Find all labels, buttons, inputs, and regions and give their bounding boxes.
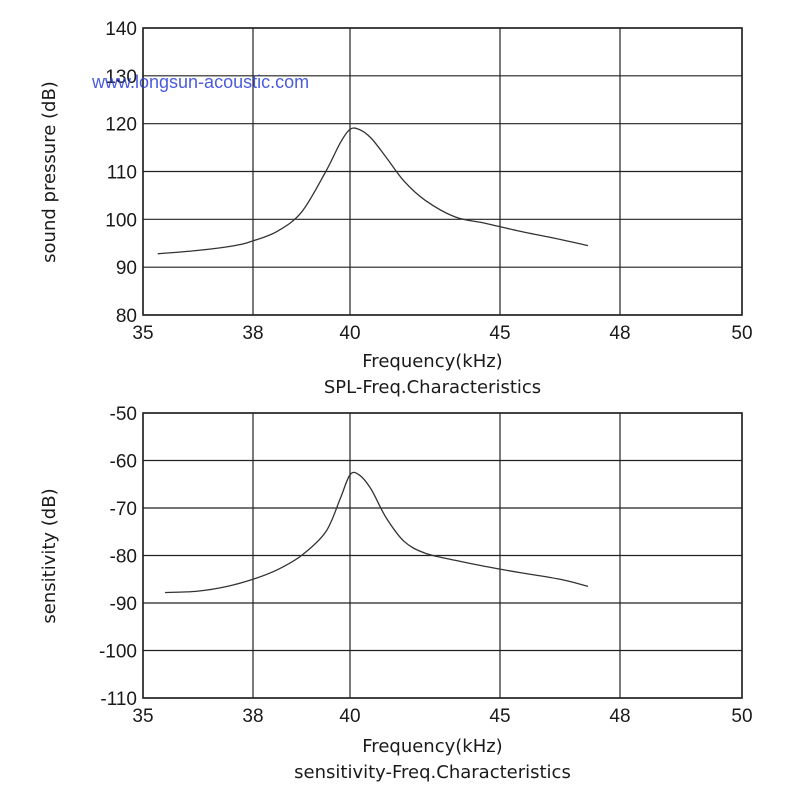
x-tick-label: 50 <box>731 706 752 727</box>
plot-frame <box>142 412 743 699</box>
x-tick-label: 45 <box>489 323 510 344</box>
x-tick-label: 38 <box>242 323 263 344</box>
y-tick-label: 80 <box>116 306 137 327</box>
y-tick-label: -70 <box>110 499 137 520</box>
series-line <box>164 471 589 594</box>
y-tick-label: 120 <box>105 115 137 136</box>
x-tick-label: 35 <box>132 323 153 344</box>
y-tick-label: 130 <box>105 67 137 88</box>
x-tick-label: 35 <box>132 706 153 727</box>
y-tick-label: 90 <box>116 258 137 279</box>
series-line <box>157 127 589 255</box>
y-tick-label: 110 <box>107 163 137 184</box>
x-tick-label: 48 <box>609 323 630 344</box>
plot-frame <box>142 27 743 316</box>
y-tick-label: -110 <box>100 689 137 710</box>
y-tick-label: 140 <box>105 19 137 40</box>
y-tick-label: -100 <box>99 642 137 663</box>
x-tick-label: 45 <box>489 706 510 727</box>
y-tick-label: -90 <box>110 594 137 615</box>
x-tick-label: 38 <box>242 706 263 727</box>
chart-caption: SPL-Freq.Characteristics <box>324 377 541 398</box>
x-axis-label: Frequency(kHz) <box>362 736 502 757</box>
y-axis-label: sensitivity (dB) <box>39 488 60 623</box>
y-tick-label: 100 <box>105 210 137 231</box>
chart-caption: sensitivity-Freq.Characteristics <box>294 762 571 783</box>
y-axis-label: sound pressure (dB) <box>39 81 60 263</box>
watermark-text: www.longsun-acoustic.com <box>91 72 309 92</box>
x-axis-label: Frequency(kHz) <box>362 351 502 372</box>
x-tick-label: 48 <box>609 706 630 727</box>
y-tick-label: -50 <box>110 404 137 425</box>
x-tick-label: 40 <box>339 706 360 727</box>
y-tick-label: -60 <box>110 452 137 473</box>
x-tick-label: 40 <box>339 323 360 344</box>
x-tick-label: 50 <box>731 323 752 344</box>
y-tick-label: -80 <box>110 547 137 568</box>
